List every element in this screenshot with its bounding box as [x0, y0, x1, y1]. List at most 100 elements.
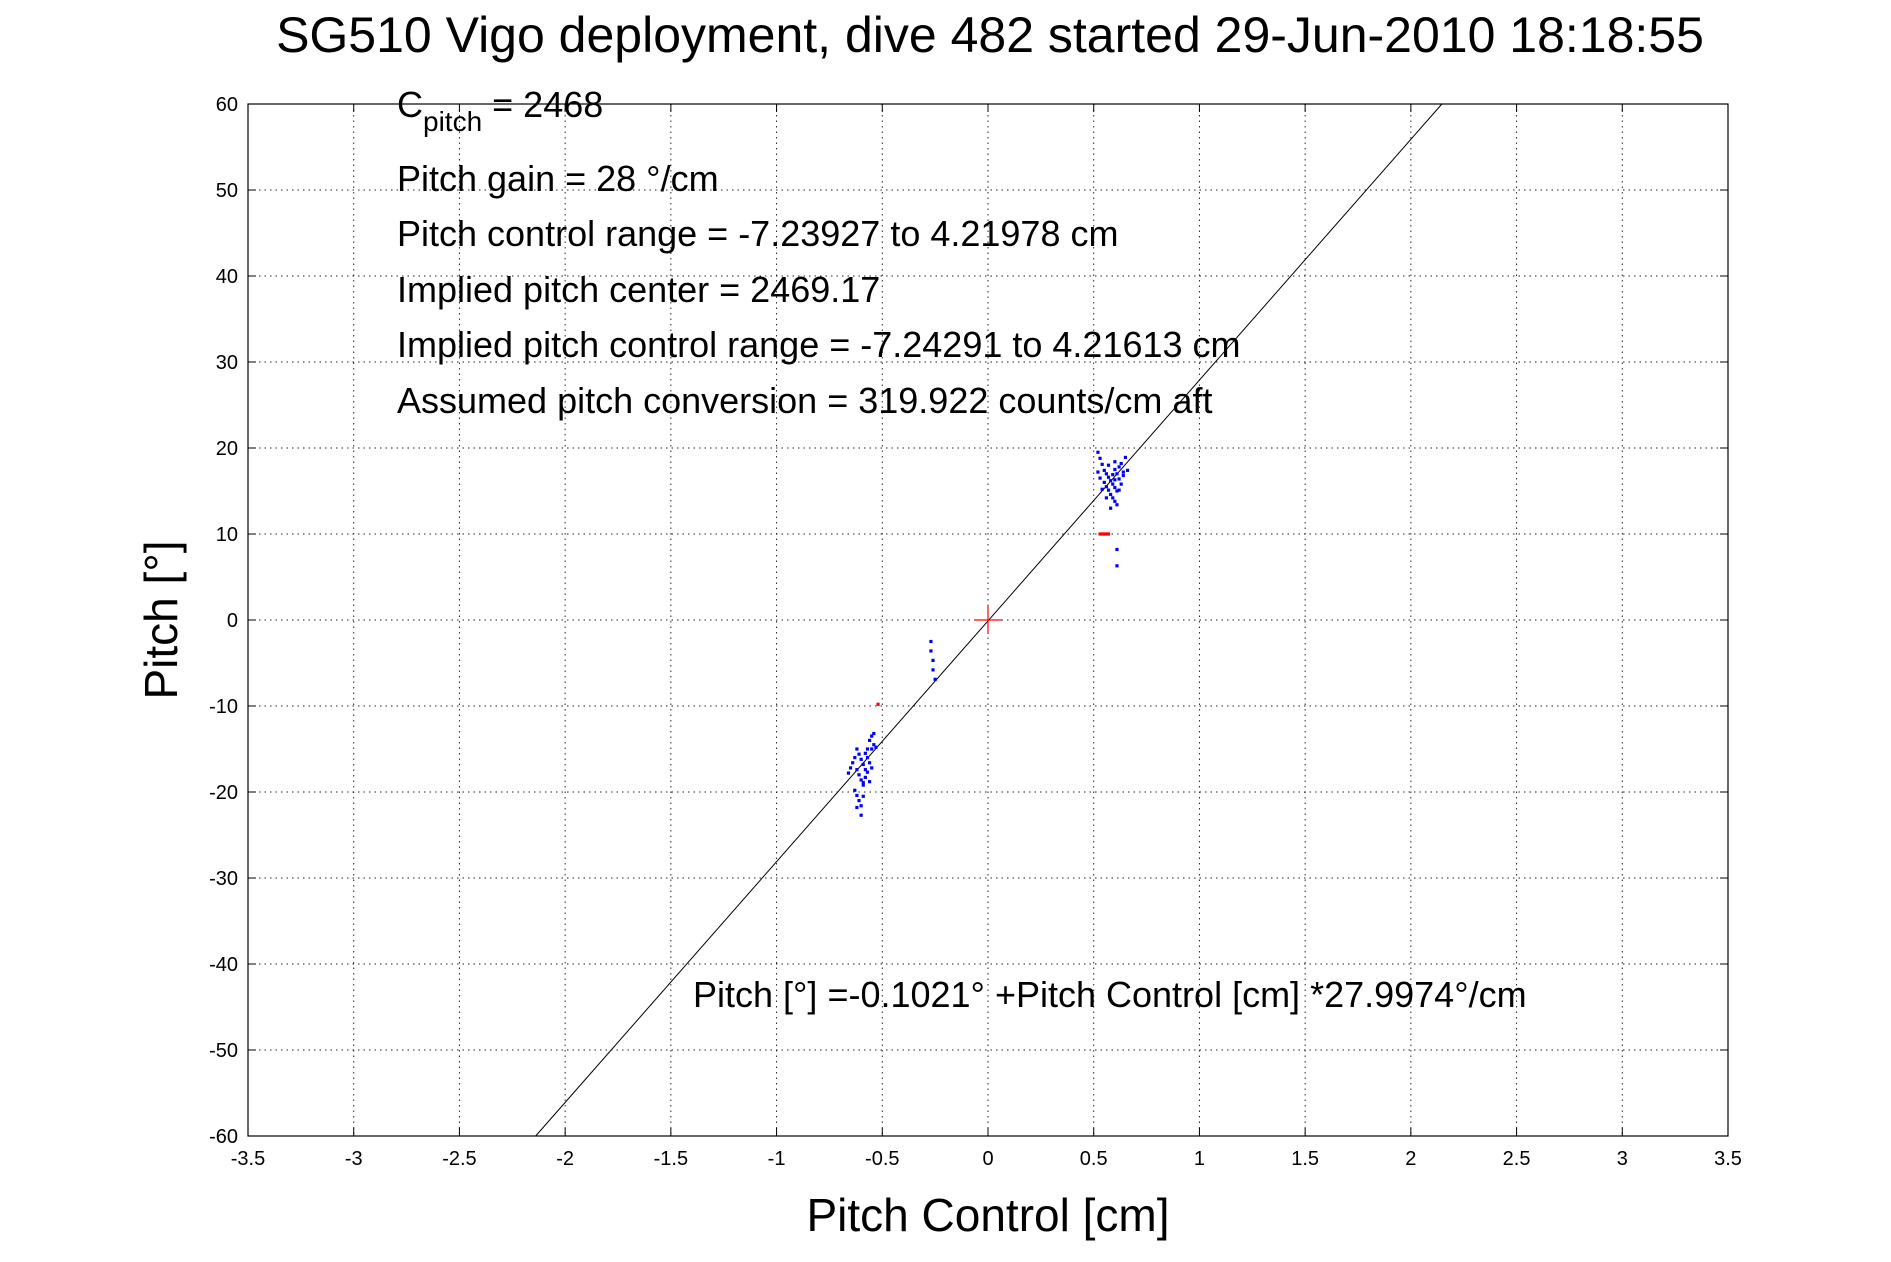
data-point [1096, 470, 1100, 474]
y-tick-label: 30 [216, 352, 238, 374]
data-point [1111, 496, 1115, 500]
data-point [857, 799, 861, 803]
y-tick-label: 50 [216, 180, 238, 202]
x-tick-label: -0.5 [865, 1148, 899, 1170]
data-point [1102, 468, 1106, 472]
data-point [929, 649, 933, 653]
x-tick-label: 2 [1405, 1148, 1416, 1170]
y-tick-label: 60 [216, 94, 238, 116]
c-pitch-subscript: pitch [423, 106, 482, 137]
c-pitch-base: C [397, 84, 423, 125]
data-point [1121, 470, 1125, 474]
y-tick-label: 20 [216, 438, 238, 460]
data-point [1096, 450, 1100, 454]
data-point [855, 747, 859, 751]
y-tick-label: 0 [227, 610, 238, 632]
y-tick-label: -10 [209, 696, 238, 718]
y-tick-labels: -60 -50 -40 -30 -20 -10 0 10 20 30 40 50 60 [209, 94, 238, 1148]
data-point [1117, 465, 1121, 469]
data-point [861, 794, 865, 798]
data-point [1102, 532, 1106, 536]
data-point [865, 747, 870, 751]
x-tick-label: 1 [1194, 1148, 1205, 1170]
data-point [861, 780, 865, 785]
data-point [859, 804, 863, 808]
x-tick-labels: -3.5 -3 -2.5 -2 -1.5 -1 -0.5 0 0.5 1 1.5 2 2.5 3 3.5 [231, 1148, 1742, 1170]
data-point [1119, 482, 1123, 486]
y-tick-label: 40 [216, 266, 238, 288]
y-tick-label: -60 [209, 1126, 238, 1148]
data-point [870, 766, 874, 770]
x-tick-label: -2.5 [442, 1148, 476, 1170]
data-point [846, 771, 851, 775]
data-point [861, 783, 865, 787]
y-axis-label: Pitch [°] [135, 540, 187, 699]
data-point [1115, 547, 1119, 552]
x-tick-label: -1.5 [654, 1148, 688, 1170]
data-point [1098, 532, 1102, 536]
data-point [1109, 479, 1113, 483]
data-point [1111, 473, 1115, 477]
x-tick-label: 0.5 [1080, 1148, 1108, 1170]
fit-equation-label: Pitch [°] =-0.1021° +Pitch Control [cm] … [693, 974, 1527, 1015]
data-point [1109, 506, 1113, 510]
data-point [874, 745, 878, 749]
data-point [1100, 462, 1104, 466]
data-point [1104, 472, 1108, 476]
y-tick-label: -40 [209, 954, 238, 976]
data-point [855, 793, 859, 798]
series-1 [876, 532, 1111, 706]
data-point [1098, 456, 1102, 460]
data-point [855, 805, 859, 810]
data-point [865, 770, 870, 774]
data-point [1100, 532, 1104, 536]
data-point [868, 780, 872, 784]
data-point [870, 734, 874, 738]
chart-title: SG510 Vigo deployment, dive 482 started … [276, 7, 1704, 63]
data-point [872, 731, 876, 736]
data-point [855, 768, 859, 772]
data-point [1115, 472, 1119, 476]
x-tick-label: 0 [982, 1148, 993, 1170]
data-point [857, 752, 861, 756]
data-point [872, 743, 876, 747]
data-point [1100, 487, 1104, 491]
data-point [1113, 460, 1117, 464]
data-point [1111, 482, 1115, 486]
axis-ticks [247, 103, 1729, 1137]
data-point [929, 639, 933, 644]
data-point [853, 756, 857, 760]
data-point [859, 757, 863, 761]
data-point [853, 788, 857, 792]
data-point [868, 738, 872, 742]
data-point [1104, 532, 1108, 536]
data-point [863, 775, 867, 779]
x-tick-label: 2.5 [1503, 1148, 1531, 1170]
data-point [859, 813, 863, 817]
c-pitch-value: = 2468 [482, 84, 603, 125]
x-tick-label: 1.5 [1291, 1148, 1319, 1170]
x-tick-label: -3 [345, 1148, 363, 1170]
data-point [859, 778, 863, 782]
data-point [1106, 488, 1111, 492]
data-point [1121, 473, 1125, 478]
data-point [876, 702, 880, 706]
data-point [863, 751, 867, 755]
data-point [861, 762, 865, 767]
data-point [848, 766, 853, 770]
annotation-implied-pitch-center: Implied pitch center = 2469.17 [397, 269, 880, 310]
y-tick-label: -50 [209, 1040, 238, 1062]
data-point [1102, 480, 1106, 484]
data-point [1115, 503, 1119, 507]
x-tick-label: -2 [556, 1148, 574, 1170]
data-point [1113, 467, 1117, 472]
series-0 [846, 450, 1130, 817]
annotation-c-pitch: Cpitch = 2468 [397, 84, 603, 137]
annotation-assumed-pitch-conversion: Assumed pitch conversion = 319.922 count… [397, 380, 1212, 421]
data-points [846, 450, 1130, 817]
annotation-pitch-control-range: Pitch control range = -7.23927 to 4.2197… [397, 213, 1118, 254]
data-point [1117, 477, 1121, 481]
grid-lines [248, 104, 1728, 1136]
data-point [1113, 485, 1117, 490]
